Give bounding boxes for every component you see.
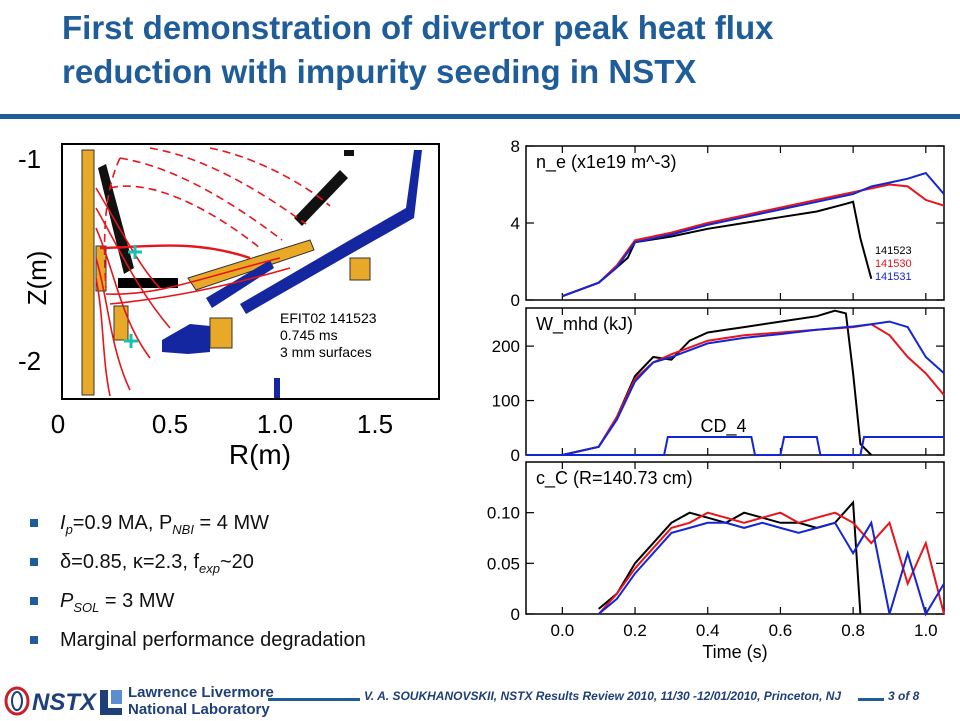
series-line-141530 <box>597 511 945 615</box>
x-tick-label: 0.8 <box>841 621 865 640</box>
y-tick-label: 0 <box>511 605 520 624</box>
bullet-text: =0.9 MA, P <box>72 512 173 534</box>
nstx-logo: NSTX <box>4 686 96 716</box>
bullet-item: δ=0.85, κ=2.3, fexp~20 <box>30 547 470 586</box>
x-tick-label: 0.4 <box>696 621 720 640</box>
x-tick-label: 1.0 <box>914 621 938 640</box>
eq-y-label: Z(m) <box>22 251 52 306</box>
page-number: 3 of 8 <box>888 689 920 703</box>
llnl-logo-line-1: Lawrence Livermore <box>128 684 274 701</box>
y-tick-label: 200 <box>492 337 520 356</box>
panel-title: c_C (R=140.73 cm) <box>536 468 693 489</box>
cyan-markers <box>124 245 142 348</box>
series-line-CD_4 <box>526 436 944 456</box>
x-tick-label: 0.6 <box>769 621 793 640</box>
bullet-subscript: exp <box>199 561 220 576</box>
legend-entry: 141531 <box>875 271 912 283</box>
equilibrium-figure: EFIT02 141523 0.745 ms 3 mm surfaces -1 … <box>18 143 440 470</box>
bullet-subscript: NBI <box>172 522 194 537</box>
bullet-subscript: SOL <box>73 600 100 615</box>
eq-annotation-2: 0.745 ms <box>280 327 338 343</box>
eq-annotation-1: EFIT02 141523 <box>280 310 377 326</box>
llnl-logo: Lawrence Livermore National Laboratory <box>98 684 274 720</box>
title-line-1: First demonstration of divertor peak hea… <box>62 9 774 46</box>
y-tick-label: 0.10 <box>487 504 520 523</box>
bullet-text: δ=0.85, κ=2.3, f <box>60 551 200 573</box>
eq-x-tick: 1.0 <box>257 409 293 439</box>
bullet-marker <box>30 636 38 644</box>
panel-title: n_e (x1e19 m^-3) <box>536 152 677 173</box>
series-line-141531 <box>562 320 945 456</box>
y-tick-label: 0 <box>511 446 520 465</box>
slide-title: First demonstration of divertor peak hea… <box>62 6 942 94</box>
footer-rule <box>858 698 884 701</box>
bullet-text: = 4 MW <box>193 512 269 534</box>
nstx-logo-mark <box>4 686 30 716</box>
bullet-item: Marginal performance degradation <box>30 625 470 664</box>
bullet-text: P <box>60 590 74 612</box>
bullet-marker <box>30 558 38 566</box>
plot-frame <box>525 307 945 456</box>
nstx-logo-text: NSTX <box>32 689 97 716</box>
bullet-text: = 3 MW <box>99 590 175 612</box>
bullet-list: Ip=0.9 MA, PNBI = 4 MW δ=0.85, κ=2.3, fe… <box>30 508 470 664</box>
series-line-141530 <box>561 183 945 298</box>
bullet-item: PSOL = 3 MW <box>30 586 470 625</box>
panel-title: W_mhd (kJ) <box>536 314 633 335</box>
bullet-subscript: p <box>65 522 73 537</box>
series-line-141531 <box>561 171 945 298</box>
eq-x-label: R(m) <box>229 439 291 470</box>
bullet-marker <box>30 519 38 527</box>
x-tick-label: 0.0 <box>551 621 575 640</box>
title-line-2: reduction with impurity seeding in NSTX <box>62 53 697 90</box>
flux-surfaces <box>95 147 331 397</box>
y-tick-label: 0.05 <box>487 554 520 573</box>
y-tick-label: 8 <box>511 137 520 156</box>
y-tick-label: 0 <box>511 291 520 310</box>
llnl-logo-line-2: National Laboratory <box>128 701 270 718</box>
x-tick-label: 0.2 <box>623 621 647 640</box>
y-tick-label: 100 <box>492 392 520 411</box>
legend-entry: 141530 <box>875 258 912 270</box>
series-line-141531 <box>598 520 945 617</box>
legend-entry: 141523 <box>875 245 912 257</box>
llnl-logo-mark <box>100 690 122 715</box>
eq-y-tick: -1 <box>18 144 41 174</box>
title-divider <box>0 114 960 119</box>
y-tick-label: 4 <box>511 214 520 233</box>
eq-annotation-3: 3 mm surfaces <box>280 344 372 360</box>
bullet-item: Ip=0.9 MA, PNBI = 4 MW <box>30 508 470 547</box>
series-line-141530 <box>562 323 945 456</box>
x-axis-label: Time (s) <box>702 642 767 662</box>
eq-x-tick: 1.5 <box>357 409 393 439</box>
blue-tiles <box>162 150 422 398</box>
bullet-text: ~20 <box>219 551 254 573</box>
footer: NSTX Lawrence Livermore National Laborat… <box>0 684 960 720</box>
eq-x-tick: 0 <box>51 409 65 439</box>
footer-citation: V. A. SOUKHANOVSKII, NSTX Results Review… <box>364 689 842 703</box>
bullet-marker <box>30 597 38 605</box>
eq-x-tick: 0.5 <box>152 409 188 439</box>
panel-annotation: CD_4 <box>700 416 746 437</box>
bullet-text: Marginal performance degradation <box>60 629 366 651</box>
footer-rule <box>268 698 360 701</box>
bullet-text: I <box>60 512 66 534</box>
eq-y-tick: -2 <box>18 346 41 376</box>
